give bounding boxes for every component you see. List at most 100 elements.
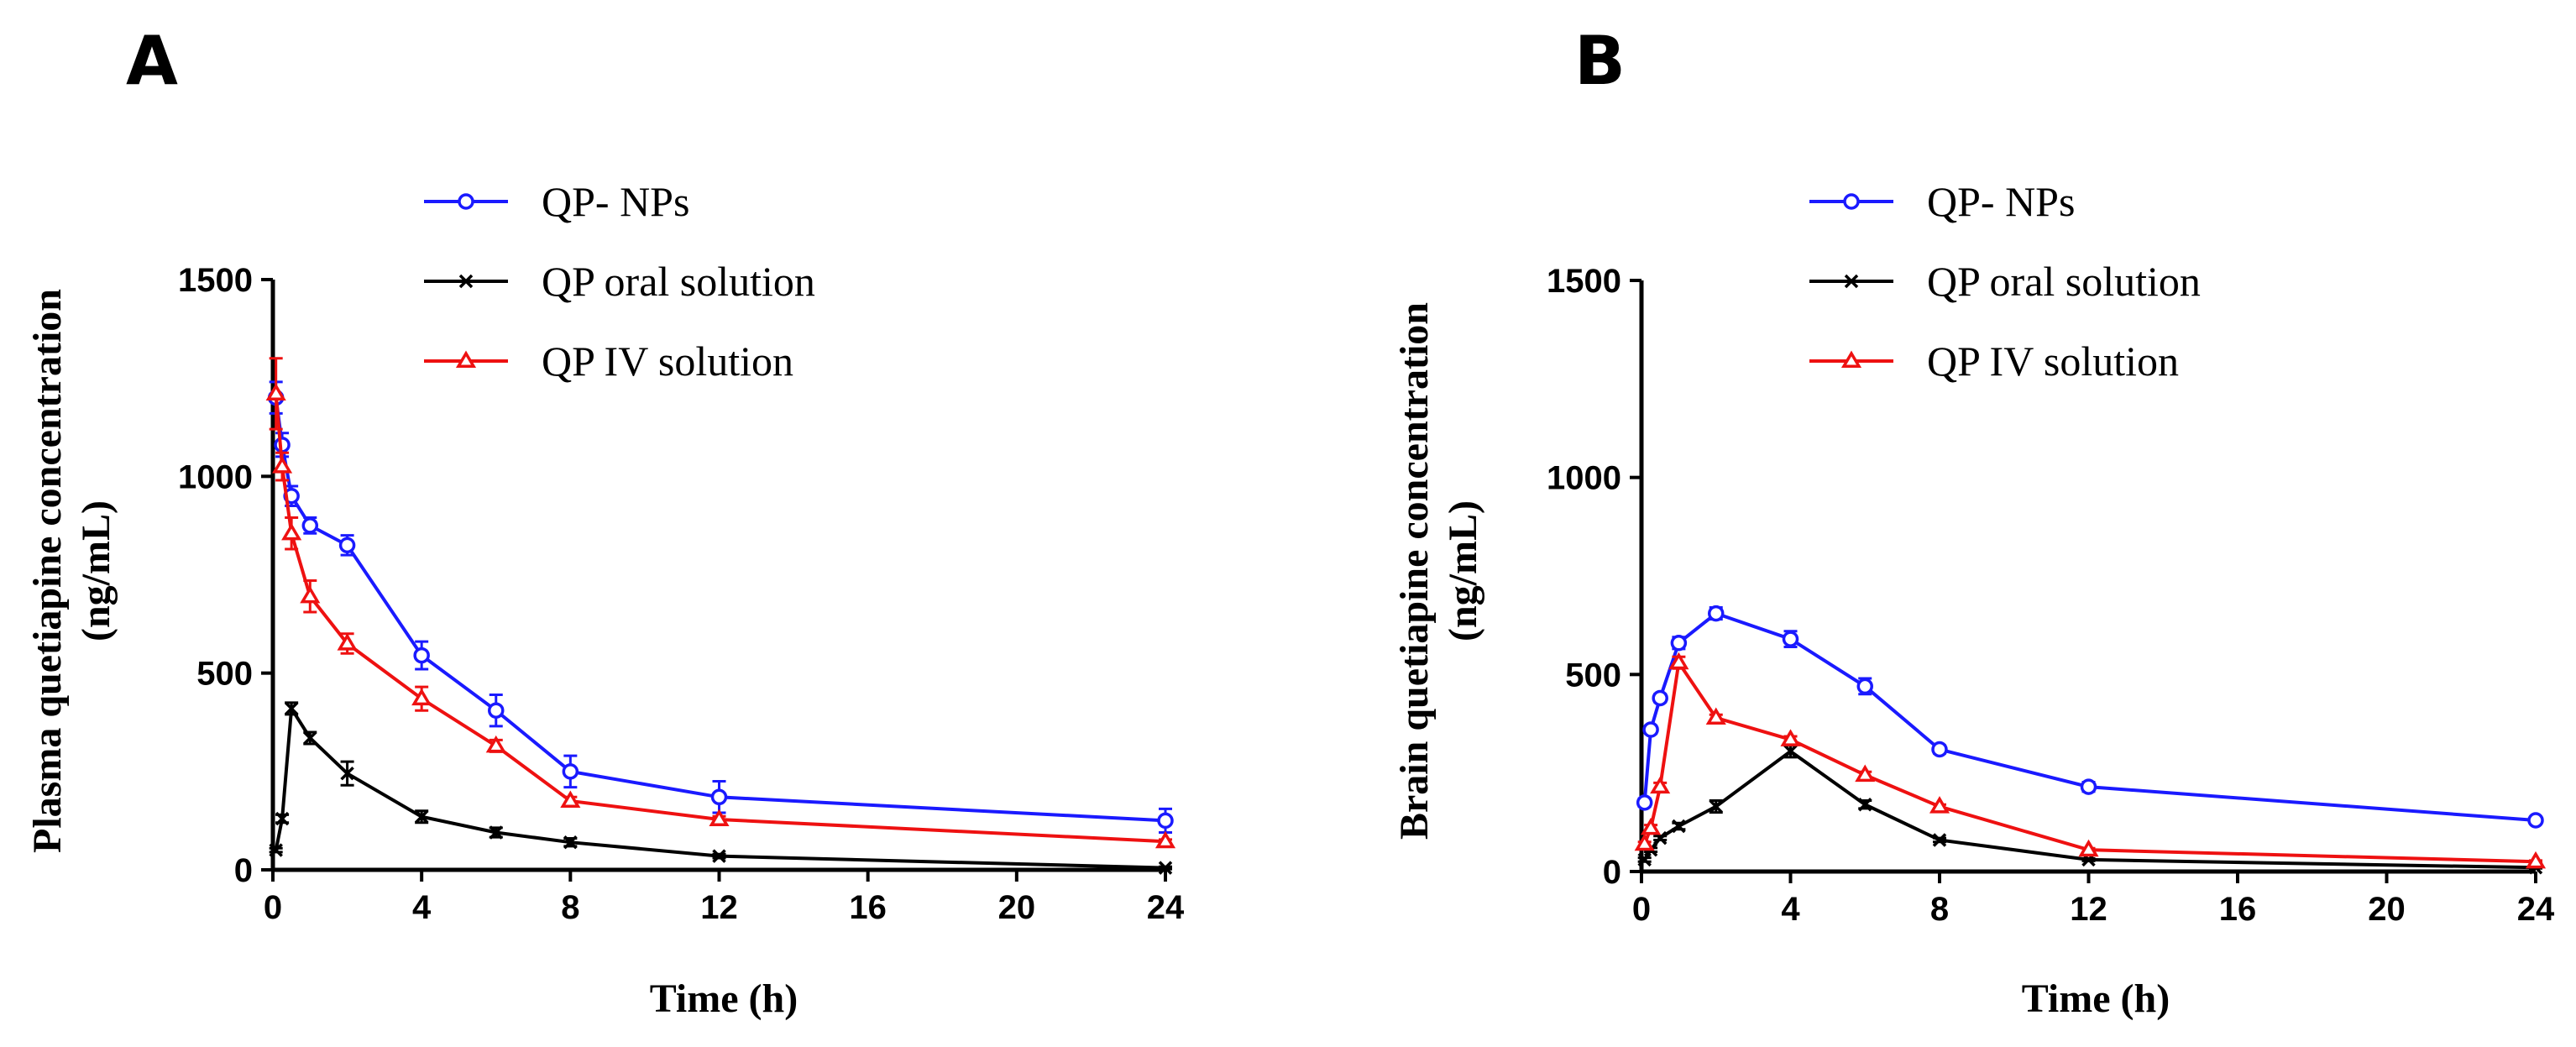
data-point: [1641, 817, 1662, 835]
data-point: [265, 383, 286, 400]
y-axis-title-b: Brain quetiapine concentration (ng/mL): [1392, 302, 1485, 840]
data-point: [1856, 678, 1873, 695]
data-point: [337, 633, 358, 651]
data-point: [303, 730, 317, 746]
data-point: [488, 702, 505, 719]
data-point: [272, 456, 293, 474]
data-point: [281, 522, 302, 541]
y-axis-title-line: Plasma quetiapine concentration: [25, 289, 70, 853]
data-point: [2080, 778, 2097, 795]
axes-b: 0 4 8 12 16 20 24 0 500 1000 1500: [1547, 263, 2555, 928]
axes-a: 0 4 8 12 16 20 24 0 500 1000 1500: [178, 262, 1185, 926]
x-tick-label: 24: [2517, 891, 2555, 928]
data-point: [1668, 652, 1689, 670]
y-tick-label: 500: [1565, 657, 1621, 694]
data-point: [1157, 812, 1174, 830]
data-point: [709, 809, 730, 827]
legend-label: QP oral solution: [1927, 258, 2201, 305]
data-point: [1650, 776, 1671, 794]
legend-marker: [1843, 193, 1860, 210]
data-point: [340, 766, 354, 781]
data-point: [1708, 605, 1725, 622]
x-tick-label: 16: [2219, 891, 2257, 928]
data-point: [269, 843, 283, 857]
series-layer-b: [1634, 605, 2547, 875]
x-tick-label: 12: [700, 889, 738, 926]
data-point: [1709, 799, 1723, 814]
data-point: [2078, 839, 2099, 857]
data-point: [1931, 741, 1948, 758]
series-line: [274, 703, 1166, 870]
y-axis-title-line: Brain quetiapine concentration: [1392, 302, 1437, 840]
data-point: [1636, 794, 1653, 811]
data-point: [414, 809, 429, 824]
y-tick-label: 0: [1603, 854, 1621, 891]
data-point: [560, 790, 581, 809]
y-axis-title-line: (ng/mL): [74, 500, 118, 641]
legend-marker: [455, 350, 477, 369]
data-point: [485, 735, 506, 753]
data-point: [1652, 689, 1668, 707]
series-line: [1642, 611, 2537, 822]
series-qp-iv-solution: [265, 357, 1176, 849]
x-tick-label: 20: [2368, 891, 2406, 928]
legend-label: QP oral solution: [542, 258, 815, 305]
legend-label: QP- NPs: [1927, 178, 2075, 225]
legend-a: QP- NPs QP oral solution QP IV solution: [424, 178, 815, 385]
x-axis-title-a: Time (h): [650, 976, 798, 1021]
data-point: [1158, 861, 1173, 875]
y-tick-label: 1000: [178, 458, 253, 495]
series-qp-nps: [1636, 605, 2544, 829]
y-tick-label: 0: [234, 852, 253, 889]
x-tick-label: 4: [412, 889, 432, 926]
data-point: [1642, 721, 1659, 738]
panel-label-b: B: [1574, 22, 1626, 100]
series-qp-nps: [267, 380, 1174, 834]
x-tick-label: 24: [1147, 889, 1185, 926]
x-tick-label: 8: [561, 889, 579, 926]
series-qp-oral-solution: [269, 701, 1173, 875]
data-point: [1637, 852, 1652, 867]
series-layer-a: [265, 357, 1176, 875]
series-qp-iv-solution: [1634, 652, 2547, 869]
y-axis-title-line: (ng/mL): [1441, 500, 1485, 641]
data-point: [338, 537, 356, 554]
x-tick-label: 8: [1930, 891, 1949, 928]
data-point: [489, 825, 503, 840]
legend-label: QP IV solution: [542, 338, 793, 385]
data-point: [2525, 851, 2547, 869]
legend-b: QP- NPs QP oral solution QP IV solution: [1809, 178, 2201, 385]
series-line: [274, 397, 1166, 823]
data-point: [300, 585, 321, 604]
x-tick-label: 12: [2070, 891, 2107, 928]
x-tick-label: 0: [1632, 891, 1651, 928]
data-point: [1705, 707, 1726, 725]
y-tick-label: 1500: [178, 262, 253, 299]
data-point: [1154, 830, 1176, 849]
data-point: [413, 647, 430, 664]
data-point: [563, 835, 578, 850]
panel-label-a: A: [126, 22, 178, 100]
data-point: [562, 763, 579, 780]
series-line: [274, 393, 1166, 844]
x-axis-title-b: Time (h): [2022, 976, 2170, 1021]
legend-marker: [1840, 350, 1862, 369]
data-point: [1932, 833, 1947, 847]
x-tick-label: 20: [998, 889, 1036, 926]
data-point: [284, 701, 299, 716]
legend-marker: [458, 193, 474, 210]
data-point: [1672, 819, 1686, 834]
series-qp-oral-solution: [1637, 744, 2543, 875]
y-tick-label: 1000: [1547, 460, 1621, 497]
x-tick-label: 16: [849, 889, 887, 926]
data-point: [710, 788, 728, 806]
data-point: [1783, 744, 1798, 759]
x-tick-label: 4: [1781, 891, 1800, 928]
legend-label: QP IV solution: [1927, 338, 2179, 385]
data-point: [712, 849, 726, 863]
data-point: [1634, 833, 1655, 851]
y-tick-label: 1500: [1547, 263, 1621, 300]
